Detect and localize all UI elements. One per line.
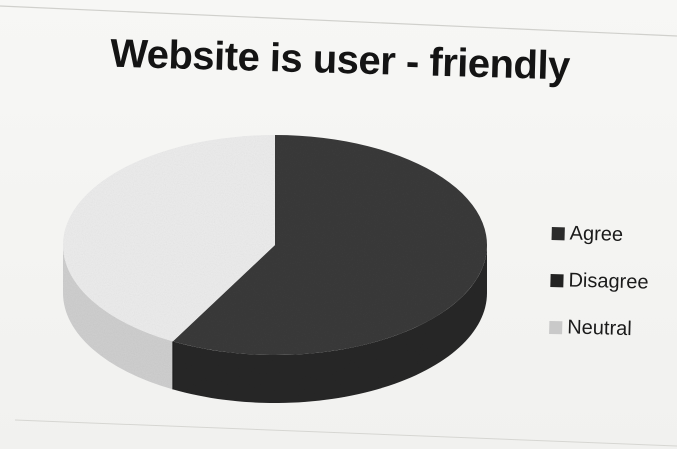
legend-item-disagree: Disagree bbox=[550, 269, 649, 294]
pie-slice-agree bbox=[172, 135, 487, 356]
legend-label-disagree: Disagree bbox=[568, 268, 649, 294]
pie-slice-neutral bbox=[63, 135, 275, 342]
legend-label-neutral: Neutral bbox=[566, 315, 633, 340]
legend-label-agree: Agree bbox=[569, 221, 624, 246]
legend-swatch-agree bbox=[551, 226, 565, 240]
legend-swatch-disagree bbox=[550, 273, 564, 287]
pie-slice-neutral-side bbox=[63, 245, 173, 390]
legend-item-agree: Agree bbox=[551, 222, 650, 247]
pie-slice-agree-side bbox=[172, 245, 488, 404]
chart-legend: Agree Disagree Neutral bbox=[548, 222, 650, 366]
legend-item-neutral: Neutral bbox=[549, 316, 648, 341]
legend-swatch-neutral bbox=[549, 320, 563, 334]
